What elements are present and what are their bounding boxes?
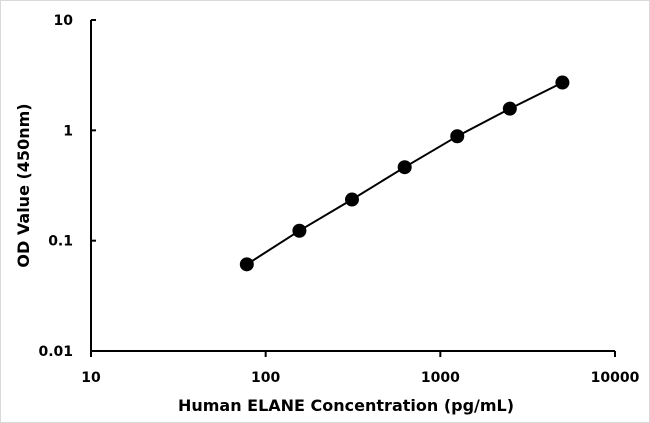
data-point — [555, 75, 570, 90]
data-point — [397, 160, 412, 175]
y-axis-title: OD Value (450nm) — [14, 103, 33, 267]
x-tick-label: 10000 — [591, 370, 640, 386]
x-ticks: 10 100 1000 10000 — [81, 351, 640, 386]
series-layer — [239, 75, 570, 272]
x-tick-label: 10 — [81, 370, 101, 386]
x-tick-label: 1000 — [421, 370, 460, 386]
y-tick-label: 10 — [54, 13, 74, 29]
data-point — [502, 101, 517, 116]
y-tick-label: 0.01 — [38, 344, 73, 360]
x-tick-label: 100 — [251, 370, 280, 386]
y-tick-label: 0.1 — [48, 234, 73, 250]
data-point — [239, 257, 254, 272]
axes — [90, 20, 615, 352]
data-point — [344, 192, 359, 207]
y-ticks: 0.01 0.1 1 10 — [38, 13, 96, 360]
y-tick-label: 1 — [63, 123, 73, 139]
data-point — [292, 223, 307, 238]
data-point — [450, 129, 465, 144]
x-axis-title: Human ELANE Concentration (pg/mL) — [178, 396, 514, 415]
